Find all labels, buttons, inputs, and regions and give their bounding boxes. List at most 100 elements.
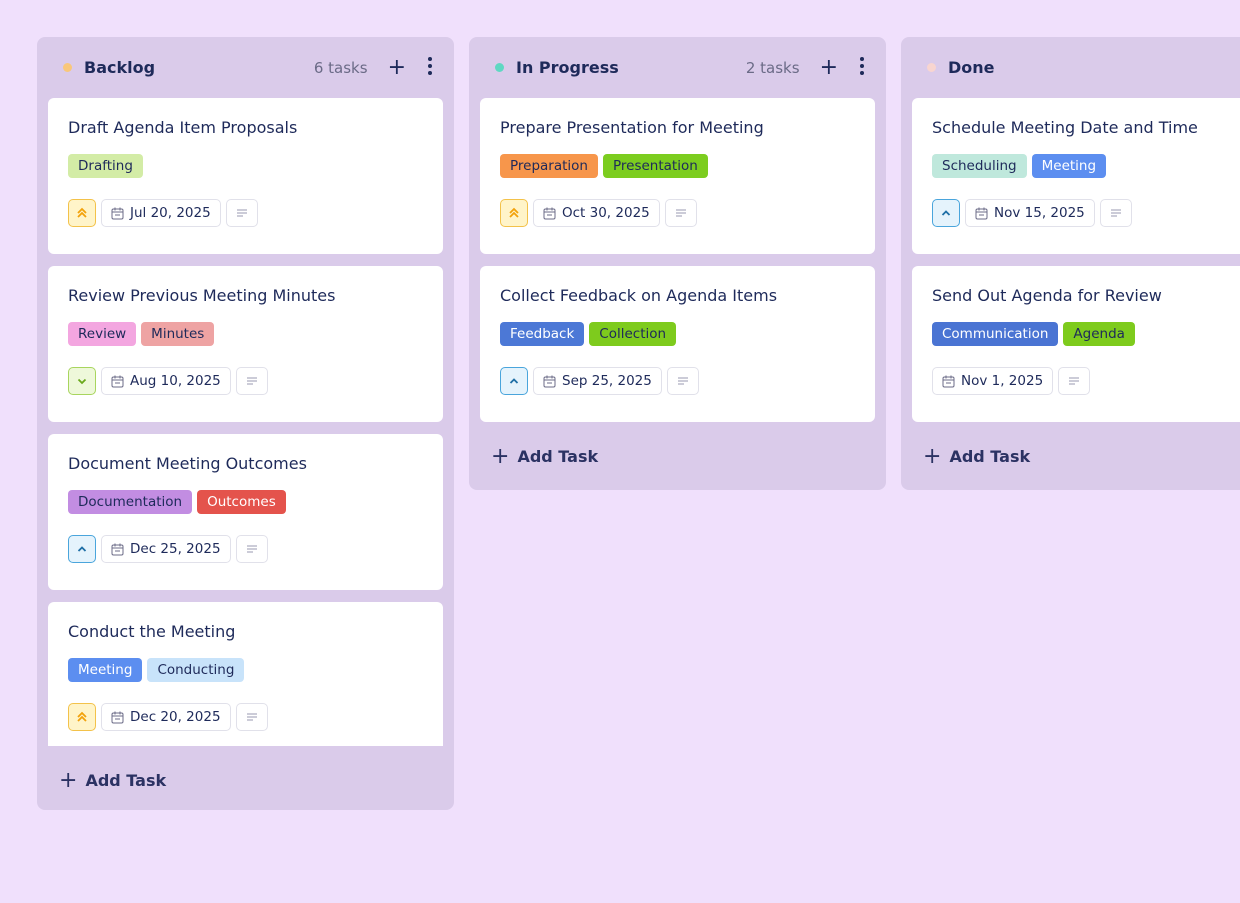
card-footer: Nov 15, 2025 xyxy=(932,198,1240,228)
tags: Feedback Collection xyxy=(500,322,855,346)
add-task-label: Add Task xyxy=(517,446,599,466)
kanban-board: Backlog 6 tasks + Draft Agenda Item Proposa… xyxy=(37,37,1240,903)
due-date: Nov 1, 2025 xyxy=(961,373,1044,389)
status-dot xyxy=(63,63,72,72)
priority-high[interactable] xyxy=(68,199,96,227)
column: Done2 tasksSchedule Meeting Date and Tim… xyxy=(901,37,1240,490)
add-task-label: Add Task xyxy=(949,446,1031,466)
tags: Communication Agenda xyxy=(932,322,1240,346)
add-button[interactable]: + xyxy=(387,54,406,80)
task-card[interactable]: Conduct the Meeting Meeting Conducting Dec … xyxy=(48,602,443,746)
notes-button[interactable] xyxy=(1058,367,1091,395)
date-chip[interactable]: Aug 10, 2025 xyxy=(101,367,231,395)
notes-button[interactable] xyxy=(664,199,697,227)
task-card[interactable]: Draft Agenda Item Proposals Drafting Jul 2… xyxy=(48,98,443,254)
due-date: Aug 10, 2025 xyxy=(130,373,221,389)
tag: Documentation xyxy=(68,490,193,514)
status-dot xyxy=(495,63,504,72)
task-title: Collect Feedback on Agenda Items xyxy=(500,286,778,305)
task-card[interactable]: Prepare Presentation for Meeting Preparat… xyxy=(480,98,875,254)
column: Backlog 6 tasks + Draft Agenda Item Proposa… xyxy=(37,37,454,810)
column-title: In Progress xyxy=(516,58,619,77)
date-chip[interactable]: Nov 15, 2025 xyxy=(965,199,1095,227)
task-title: Document Meeting Outcomes xyxy=(68,454,307,473)
task-title: Review Previous Meeting Minutes xyxy=(68,286,336,305)
due-date: Sep 25, 2025 xyxy=(562,373,652,389)
task-count: 6 tasks xyxy=(313,58,368,77)
task-title: Schedule Meeting Date and Time xyxy=(932,118,1198,137)
card-footer: Jul 20, 2025 xyxy=(68,198,423,228)
tags: Documentation Outcomes xyxy=(68,490,423,514)
tags: Preparation Presentation xyxy=(500,154,855,178)
priority-low[interactable] xyxy=(68,367,96,395)
task-title: Draft Agenda Item Proposals xyxy=(68,118,298,137)
column-header: Backlog 6 tasks + xyxy=(37,37,454,98)
column-header: Done2 tasks xyxy=(901,37,1240,98)
tag: Communication xyxy=(932,322,1059,346)
tag: Collection xyxy=(589,322,677,346)
column-title: Backlog xyxy=(84,58,156,77)
add-task[interactable]: + Add Task xyxy=(37,746,454,814)
priority-high[interactable] xyxy=(500,199,528,227)
tag: Scheduling xyxy=(932,154,1027,178)
date-chip[interactable]: Dec 20, 2025 xyxy=(101,703,231,731)
date-chip[interactable]: Oct 30, 2025 xyxy=(533,199,660,227)
notes-button[interactable] xyxy=(666,367,699,395)
task-card[interactable]: Schedule Meeting Date and Time Scheduling… xyxy=(912,98,1240,254)
tag: Outcomes xyxy=(197,490,286,514)
task-title: Prepare Presentation for Meeting xyxy=(500,118,764,137)
date-chip[interactable]: Nov 1, 2025 xyxy=(932,367,1054,395)
tag: Minutes xyxy=(141,322,215,346)
column-title: Done xyxy=(948,58,995,77)
notes-button[interactable] xyxy=(235,535,268,563)
priority-high[interactable] xyxy=(68,703,96,731)
tag: Preparation xyxy=(500,154,598,178)
card-list: Draft Agenda Item Proposals Drafting Jul 2… xyxy=(37,98,454,746)
more-button[interactable] xyxy=(428,56,432,79)
date-chip[interactable]: Sep 25, 2025 xyxy=(533,367,662,395)
tag: Agenda xyxy=(1063,322,1135,346)
task-card[interactable]: Review Previous Meeting Minutes Review Min… xyxy=(48,266,443,422)
plus-icon: + xyxy=(491,443,510,469)
tag: Drafting xyxy=(68,154,143,178)
card-footer: Nov 1, 2025 xyxy=(932,366,1240,396)
column-header: In Progress 2 tasks + xyxy=(469,37,886,98)
column: In Progress 2 tasks + Prepare Presentation … xyxy=(469,37,886,490)
plus-icon: + xyxy=(923,443,942,469)
tags: Review Minutes xyxy=(68,322,423,346)
tag: Meeting xyxy=(68,658,143,682)
task-title: Send Out Agenda for Review xyxy=(932,286,1162,305)
add-task-label: Add Task xyxy=(85,770,167,790)
notes-button[interactable] xyxy=(235,367,268,395)
tags: Meeting Conducting xyxy=(68,658,423,682)
add-button[interactable]: + xyxy=(819,54,838,80)
notes-button[interactable] xyxy=(1099,199,1132,227)
add-task[interactable]: + Add Task xyxy=(469,422,886,490)
due-date: Dec 20, 2025 xyxy=(130,709,221,725)
date-chip[interactable]: Dec 25, 2025 xyxy=(101,535,231,563)
task-card[interactable]: Document Meeting Outcomes Documentation Ou… xyxy=(48,434,443,590)
card-footer: Oct 30, 2025 xyxy=(500,198,855,228)
notes-button[interactable] xyxy=(225,199,258,227)
priority-medium[interactable] xyxy=(500,367,528,395)
task-count: 2 tasks xyxy=(745,58,800,77)
tags: Drafting xyxy=(68,154,423,178)
tag: Meeting xyxy=(1031,154,1107,178)
card-footer: Aug 10, 2025 xyxy=(68,366,423,396)
tags: Scheduling Meeting xyxy=(932,154,1240,178)
more-button[interactable] xyxy=(860,56,864,79)
add-task[interactable]: + Add Task xyxy=(901,422,1240,490)
date-chip[interactable]: Jul 20, 2025 xyxy=(101,199,221,227)
card-footer: Dec 25, 2025 xyxy=(68,534,423,564)
priority-medium[interactable] xyxy=(932,199,960,227)
tag: Feedback xyxy=(500,322,585,346)
task-card[interactable]: Collect Feedback on Agenda Items Feedback… xyxy=(480,266,875,422)
card-list: Schedule Meeting Date and Time Scheduling… xyxy=(901,98,1240,422)
tag: Conducting xyxy=(147,658,245,682)
task-title: Conduct the Meeting xyxy=(68,622,236,641)
notes-button[interactable] xyxy=(235,703,268,731)
priority-medium[interactable] xyxy=(68,535,96,563)
task-card[interactable]: Send Out Agenda for Review Communication A… xyxy=(912,266,1240,422)
plus-icon: + xyxy=(59,767,78,793)
